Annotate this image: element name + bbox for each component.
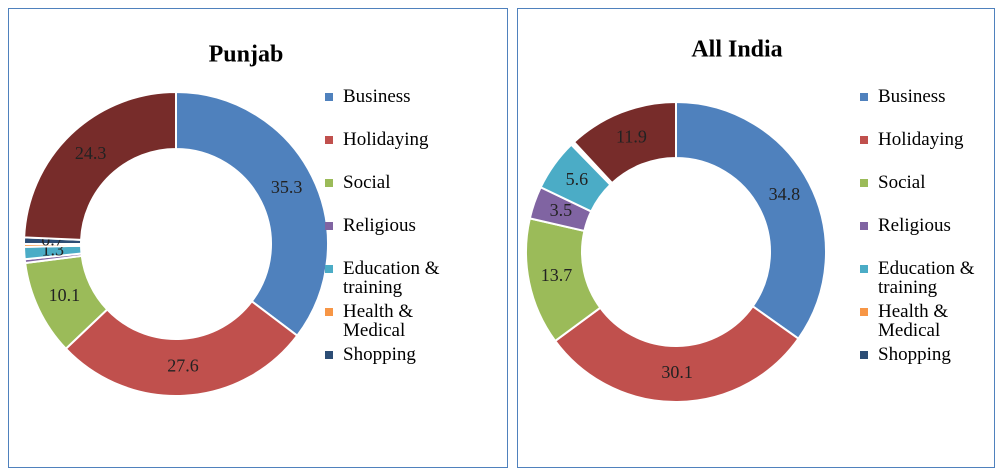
legend-label: Shopping bbox=[343, 344, 416, 365]
legend-label: Holidaying bbox=[343, 129, 429, 150]
legend-item: Social bbox=[325, 173, 450, 192]
legend-swatch bbox=[860, 136, 868, 144]
legend-item: Holidaying bbox=[325, 130, 450, 149]
legend-swatch bbox=[860, 265, 868, 273]
legend-label: Education & training bbox=[878, 258, 975, 298]
legend-item: Shopping bbox=[325, 345, 450, 364]
donut-segment bbox=[23, 90, 177, 241]
legend-item: Religious bbox=[325, 216, 450, 235]
data-label: 5.6 bbox=[566, 169, 589, 189]
legend-label: Shopping bbox=[878, 344, 951, 365]
legend-swatch bbox=[860, 93, 868, 101]
legend-item: Social bbox=[860, 173, 985, 192]
legend-swatch bbox=[325, 222, 333, 230]
legend-swatch bbox=[860, 308, 868, 316]
legend-item: Business bbox=[860, 87, 985, 106]
legend-swatch bbox=[860, 351, 868, 359]
data-label: 11.9 bbox=[616, 127, 647, 147]
legend-swatch bbox=[325, 136, 333, 144]
legend-item: Shopping bbox=[860, 345, 985, 364]
legend-item: Health & Medical bbox=[860, 302, 985, 340]
legend-label: Business bbox=[878, 86, 946, 107]
data-label: 10.1 bbox=[49, 285, 81, 305]
donut-segment bbox=[175, 90, 329, 338]
chart-title: Punjab bbox=[209, 42, 284, 68]
data-label: 13.7 bbox=[541, 265, 573, 285]
data-label: 35.3 bbox=[271, 177, 303, 197]
legend-label: Business bbox=[343, 86, 411, 107]
legend-label: Religious bbox=[878, 215, 951, 236]
legend-label: Social bbox=[343, 172, 391, 193]
data-label: 34.8 bbox=[769, 184, 801, 204]
legend-swatch bbox=[325, 93, 333, 101]
donut-segment bbox=[675, 100, 827, 341]
legend-swatch bbox=[325, 351, 333, 359]
legend-swatch bbox=[860, 179, 868, 187]
legend-label: Holidaying bbox=[878, 129, 964, 150]
legend-swatch bbox=[325, 265, 333, 273]
data-label: 30.1 bbox=[661, 362, 693, 382]
legend-item: Education & training bbox=[325, 259, 450, 297]
donut-segment bbox=[553, 304, 800, 403]
legend-item: Health & Medical bbox=[325, 302, 450, 340]
legend-item: Education & training bbox=[860, 259, 985, 297]
chart-title: All India bbox=[691, 37, 782, 63]
legend-item: Religious bbox=[860, 216, 985, 235]
legend-item: Holidaying bbox=[860, 130, 985, 149]
legend-label: Religious bbox=[343, 215, 416, 236]
donut-segment bbox=[64, 299, 299, 397]
data-label: 27.6 bbox=[167, 355, 199, 375]
legend-label: Health & Medical bbox=[878, 301, 949, 341]
legend-swatch bbox=[860, 222, 868, 230]
legend-label: Health & Medical bbox=[343, 301, 414, 341]
legend-swatch bbox=[325, 308, 333, 316]
legend-item: Business bbox=[325, 87, 450, 106]
legend-label: Social bbox=[878, 172, 926, 193]
data-label: 3.5 bbox=[550, 200, 573, 220]
legend-swatch bbox=[325, 179, 333, 187]
donut-segment bbox=[572, 100, 677, 185]
data-label: 24.3 bbox=[75, 143, 107, 163]
legend-label: Education & training bbox=[343, 258, 440, 298]
